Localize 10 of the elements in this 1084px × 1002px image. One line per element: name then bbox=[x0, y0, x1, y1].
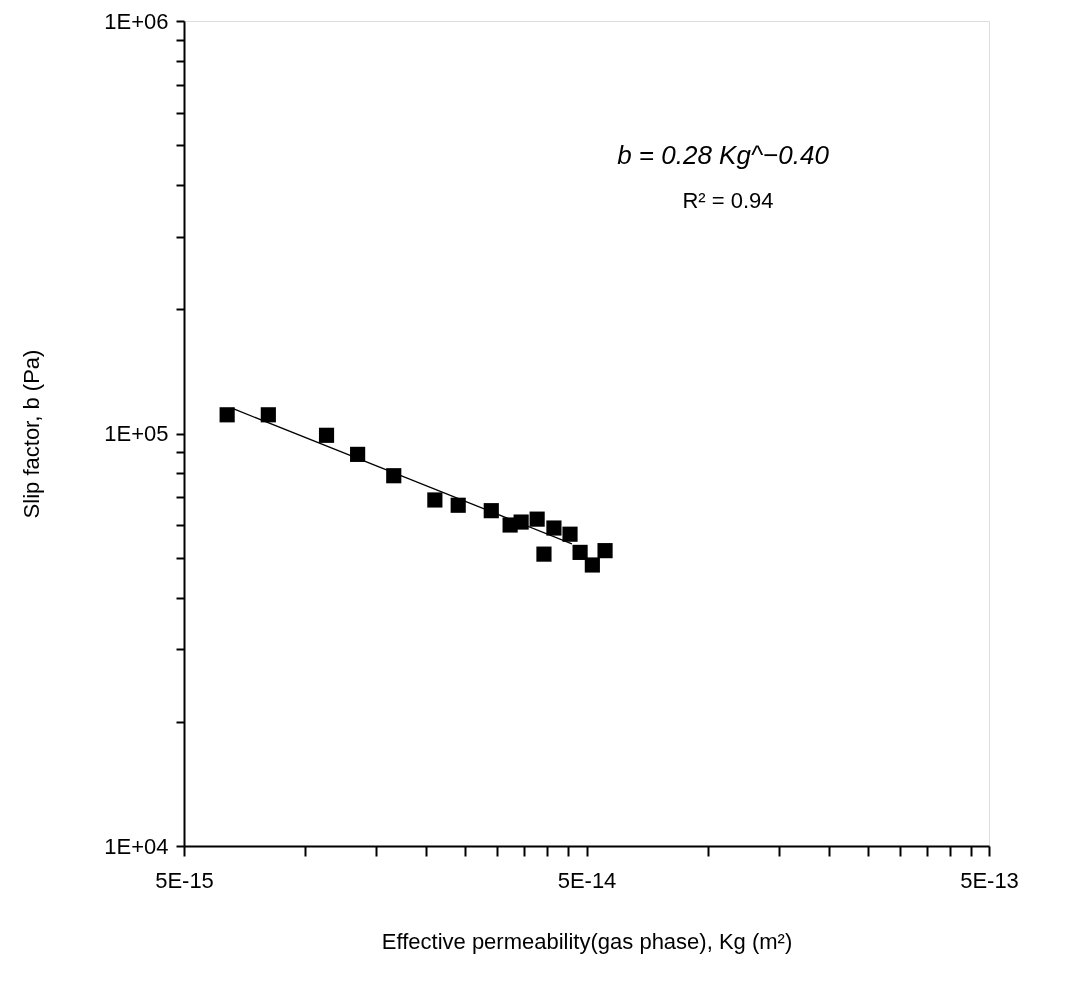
y-tick-label: 1E+04 bbox=[104, 833, 169, 859]
x-tick-label: 5E-14 bbox=[557, 867, 617, 893]
x-axis-title: Effective permeability(gas phase), Kg (m²) bbox=[381, 928, 793, 954]
annotation: R² = 0.94 bbox=[682, 188, 774, 213]
x-tick-label: 5E-15 bbox=[155, 867, 214, 893]
x-tick-label: 5E-13 bbox=[960, 867, 1019, 893]
y-tick-label: 1E+06 bbox=[104, 8, 169, 34]
y-axis-title: Slip factor, b (Pa) bbox=[19, 349, 45, 519]
annotation: b = 0.28 Kg^−0.40 bbox=[617, 140, 830, 170]
y-tick-label: 1E+05 bbox=[104, 421, 169, 446]
